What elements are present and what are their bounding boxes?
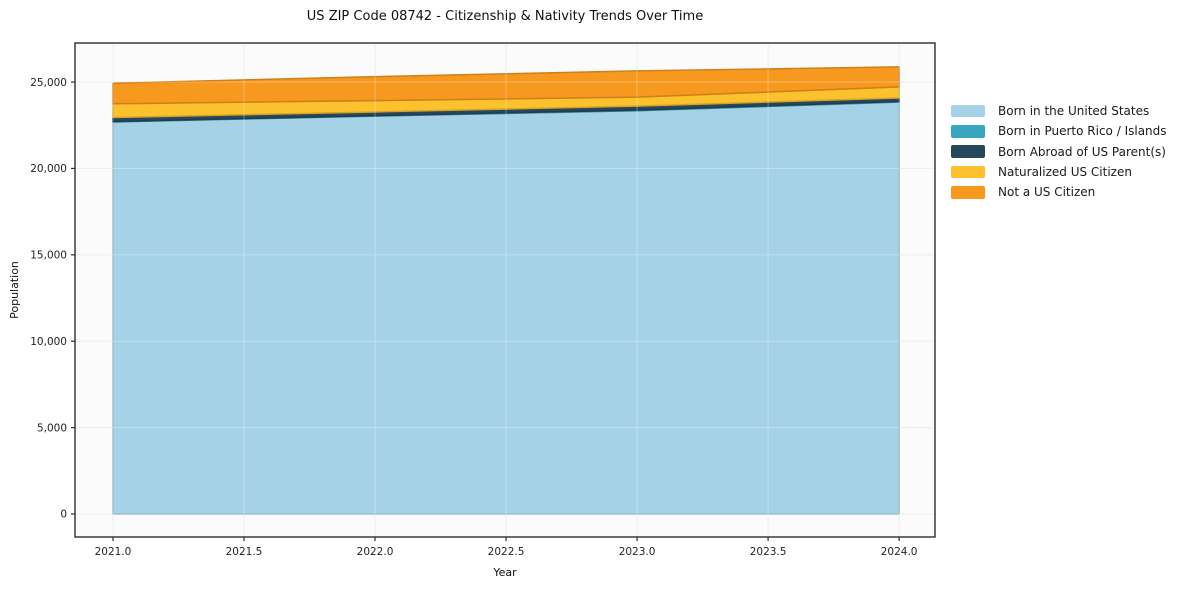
legend-item-1: Born in Puerto Rico / Islands (951, 121, 1167, 141)
y-tick-label: 0 (60, 509, 67, 521)
y-tick-label: 5,000 (37, 422, 67, 434)
x-tick-label: 2021.5 (226, 546, 263, 558)
x-tick-label: 2021.0 (95, 546, 132, 558)
y-tick-label: 15,000 (30, 250, 67, 262)
legend-item-2: Born Abroad of US Parent(s) (951, 142, 1167, 162)
y-tick-label: 10,000 (30, 336, 67, 348)
legend-label: Not a US Citizen (998, 185, 1096, 200)
legend-item-3: Naturalized US Citizen (951, 162, 1167, 182)
legend: Born in the United States Born in Puerto … (951, 101, 1167, 202)
legend-item-4: Not a US Citizen (951, 182, 1167, 202)
x-tick-label: 2023.0 (619, 546, 656, 558)
y-tick-label: 20,000 (30, 163, 67, 175)
legend-label: Born in the United States (998, 104, 1150, 119)
x-tick-label: 2024.0 (881, 546, 918, 558)
legend-swatch-icon (951, 125, 985, 138)
legend-swatch-icon (951, 165, 985, 179)
legend-label: Born Abroad of US Parent(s) (998, 144, 1166, 159)
legend-item-0: Born in the United States (951, 101, 1167, 121)
x-tick-label: 2022.0 (357, 546, 394, 558)
legend-label: Naturalized US Citizen (998, 165, 1132, 180)
x-axis-label: Year (492, 566, 517, 579)
x-tick-label: 2022.5 (488, 546, 525, 558)
y-axis-label: Population (8, 261, 21, 319)
chart-title: US ZIP Code 08742 - Citizenship & Nativi… (306, 9, 704, 24)
legend-swatch-icon (951, 186, 985, 199)
legend-label: Born in Puerto Rico / Islands (998, 124, 1167, 139)
plot-frame (74, 42, 936, 538)
y-tick-label: 25,000 (30, 77, 67, 89)
legend-swatch-icon (951, 145, 985, 158)
x-tick-label: 2023.5 (750, 546, 787, 558)
area-series-4 (112, 66, 900, 105)
legend-swatch-icon (951, 104, 985, 118)
